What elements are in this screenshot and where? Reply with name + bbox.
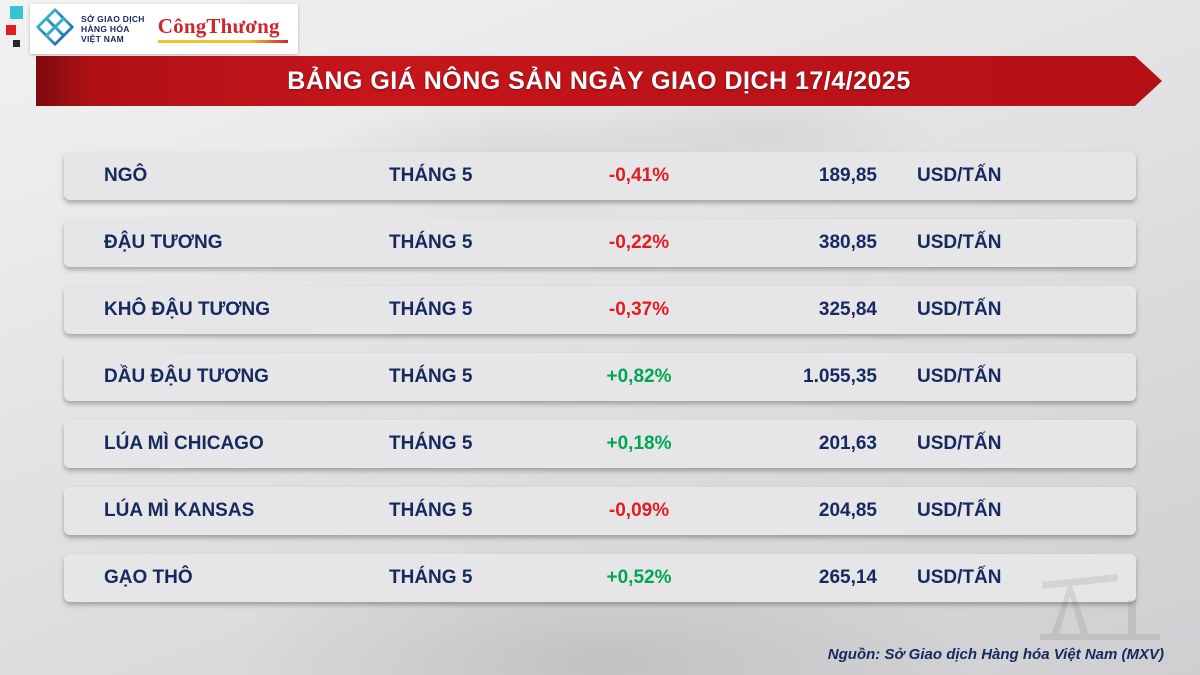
table-row: LÚA MÌ CHICAGO THÁNG 5 +0,18% 201,63 USD… [64, 420, 1136, 468]
price-value: 325,84 [818, 299, 877, 320]
price-unit: USD/TẤN [917, 433, 1002, 454]
contract-month: THÁNG 5 [389, 366, 473, 387]
background-silhouette [1040, 570, 1160, 645]
price-unit: USD/TẤN [917, 366, 1002, 387]
price-value: 204,85 [818, 500, 877, 521]
mxv-org-name: SỞ GIAO DỊCH HÀNG HÓA VIỆT NAM [81, 14, 145, 44]
price-unit: USD/TẤN [917, 500, 1002, 521]
mxv-org-line1: SỞ GIAO DỊCH [81, 13, 145, 24]
corner-accent-red [6, 25, 16, 35]
contract-month: THÁNG 5 [389, 433, 473, 454]
commodity-name: KHÔ ĐẬU TƯƠNG [104, 299, 271, 320]
congthuong-logo: CôngThương [157, 13, 288, 43]
table-row: GẠO THÔ THÁNG 5 +0,52% 265,14 USD/TẤN [64, 554, 1136, 602]
price-unit: USD/TẤN [917, 299, 1002, 320]
corner-accent-cyan [10, 6, 23, 19]
change-percent: +0,52% [606, 567, 672, 588]
change-percent: -0,41% [608, 165, 670, 186]
table-row: LÚA MÌ KANSAS THÁNG 5 -0,09% 204,85 USD/… [64, 487, 1136, 535]
commodity-name: LÚA MÌ KANSAS [104, 500, 255, 521]
page-title: BẢNG GIÁ NÔNG SẢN NGÀY GIAO DỊCH 17/4/20… [287, 66, 911, 95]
price-unit: USD/TẤN [917, 165, 1002, 186]
change-percent: -0,22% [608, 232, 670, 253]
contract-month: THÁNG 5 [389, 165, 473, 186]
logo-card: SỞ GIAO DỊCH HÀNG HÓA VIỆT NAM CôngThươn… [30, 4, 298, 54]
commodity-name: DẦU ĐẬU TƯƠNG [104, 366, 269, 387]
price-value: 265,14 [818, 567, 877, 588]
commodity-name: LÚA MÌ CHICAGO [104, 433, 264, 454]
price-unit: USD/TẤN [917, 232, 1002, 253]
price-value: 189,85 [818, 165, 877, 186]
congthuong-wordmark: CôngThương [157, 13, 280, 38]
price-table: NGÔ THÁNG 5 -0,41% 189,85 USD/TẤN ĐẬU TƯ… [64, 152, 1136, 602]
contract-month: THÁNG 5 [389, 500, 473, 521]
price-value: 1.055,35 [803, 366, 877, 387]
change-percent: +0,18% [606, 433, 672, 454]
contract-month: THÁNG 5 [389, 232, 473, 253]
table-row: NGÔ THÁNG 5 -0,41% 189,85 USD/TẤN [64, 152, 1136, 200]
mxv-org-line2: HÀNG HÓA [81, 23, 130, 34]
source-credit: Nguồn: Sở Giao dịch Hàng hóa Việt Nam (M… [827, 646, 1164, 663]
mxv-logo-icon [36, 7, 74, 52]
change-percent: -0,37% [608, 299, 670, 320]
corner-accent-dark [13, 40, 20, 47]
contract-month: THÁNG 5 [389, 567, 473, 588]
contract-month: THÁNG 5 [389, 299, 473, 320]
price-unit: USD/TẤN [917, 567, 1002, 588]
commodity-name: NGÔ [104, 165, 148, 186]
table-row: KHÔ ĐẬU TƯƠNG THÁNG 5 -0,37% 325,84 USD/… [64, 286, 1136, 334]
price-value: 380,85 [818, 232, 877, 253]
price-value: 201,63 [818, 433, 877, 454]
commodity-name: ĐẬU TƯƠNG [104, 232, 223, 253]
change-percent: -0,09% [608, 500, 670, 521]
congthuong-tagline-bar [157, 39, 288, 43]
title-ribbon: BẢNG GIÁ NÔNG SẢN NGÀY GIAO DỊCH 17/4/20… [36, 56, 1162, 106]
commodity-name: GẠO THÔ [104, 567, 193, 588]
change-percent: +0,82% [606, 366, 672, 387]
table-row: DẦU ĐẬU TƯƠNG THÁNG 5 +0,82% 1.055,35 US… [64, 353, 1136, 401]
mxv-org-line3: VIỆT NAM [81, 34, 125, 44]
table-row: ĐẬU TƯƠNG THÁNG 5 -0,22% 380,85 USD/TẤN [64, 219, 1136, 267]
